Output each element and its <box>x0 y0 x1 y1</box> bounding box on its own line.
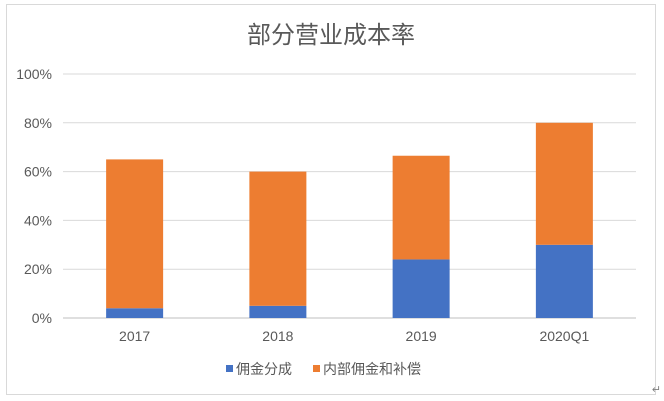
chart-title: 部分营业成本率 <box>247 21 415 49</box>
bar-segment <box>249 305 307 318</box>
bar-segment <box>106 308 164 318</box>
y-tick-label: 80% <box>24 115 52 131</box>
y-axis-ticks: 0% 20% 40% 60% 80% 100% <box>16 66 52 326</box>
y-tick-label: 60% <box>24 164 52 180</box>
resize-arrow-icon: ↵ <box>651 383 661 396</box>
x-tick-label: 2017 <box>119 328 150 344</box>
bar-segment <box>392 155 450 260</box>
legend-swatch <box>313 365 320 372</box>
legend-item: 佣金分成 <box>226 362 292 378</box>
bar-segment <box>535 122 593 245</box>
y-tick-label: 0% <box>32 310 52 326</box>
legend-swatch <box>226 365 233 372</box>
x-tick-label: 2020Q1 <box>539 328 589 344</box>
x-tick-label: 2018 <box>262 328 293 344</box>
legend-label: 佣金分成 <box>236 362 292 378</box>
legend: 佣金分成 内部佣金和补偿 <box>226 362 421 378</box>
y-tick-label: 100% <box>16 66 52 82</box>
legend-item: 内部佣金和补偿 <box>313 362 421 378</box>
bar-segment <box>249 171 307 306</box>
x-axis-ticks: 2017 2018 2019 2020Q1 <box>119 328 589 344</box>
bar-segment <box>106 159 164 309</box>
bar-segment <box>535 244 593 318</box>
x-tick-label: 2019 <box>406 328 437 344</box>
y-tick-label: 20% <box>24 261 52 277</box>
legend-label: 内部佣金和补偿 <box>323 362 421 378</box>
bars <box>106 122 593 318</box>
y-tick-label: 40% <box>24 212 52 228</box>
bar-segment <box>392 259 450 318</box>
